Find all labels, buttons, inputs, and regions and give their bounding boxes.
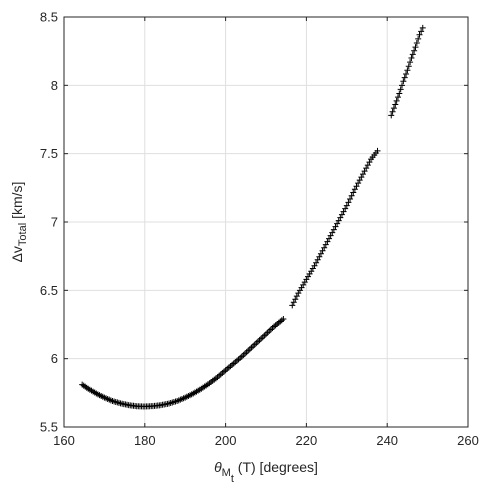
data-points xyxy=(79,24,426,410)
x-label-subsub: t xyxy=(231,473,234,485)
data-point xyxy=(338,211,345,218)
x-tick-label: 220 xyxy=(296,433,318,448)
data-point xyxy=(355,180,362,187)
data-point xyxy=(412,44,419,51)
y-tick-labels: 5.5 6 6.5 7 7.5 8 8.5 xyxy=(40,10,58,435)
data-point xyxy=(409,51,416,58)
data-point xyxy=(332,223,339,230)
data-point xyxy=(311,262,318,269)
y-tick-label: 8.5 xyxy=(40,10,58,25)
data-point xyxy=(289,302,296,309)
data-point xyxy=(394,94,401,101)
data-point xyxy=(317,250,324,257)
data-point xyxy=(416,31,423,38)
data-point xyxy=(403,70,410,77)
data-point xyxy=(405,63,412,70)
data-point xyxy=(392,101,399,108)
data-point xyxy=(351,186,358,193)
data-point xyxy=(390,105,397,112)
data-point xyxy=(407,59,414,66)
data-point xyxy=(363,165,370,172)
data-point xyxy=(418,28,425,35)
ticks xyxy=(63,16,469,428)
y-tick-label: 6.5 xyxy=(40,283,58,298)
data-point xyxy=(399,82,406,89)
data-point xyxy=(374,147,381,154)
data-point xyxy=(353,183,360,190)
data-point xyxy=(411,47,418,54)
y-label-sub: Total xyxy=(17,223,29,246)
data-point xyxy=(330,226,337,233)
data-point xyxy=(408,55,415,61)
x-label-rest: (T) [degrees] xyxy=(234,459,318,475)
data-point xyxy=(366,159,373,166)
y-tick-label: 7.5 xyxy=(40,146,58,161)
data-point xyxy=(364,162,371,169)
y-tick-label: 5.5 xyxy=(40,420,58,435)
y-label-rest: [km/s] xyxy=(9,182,25,223)
data-point xyxy=(350,189,357,196)
data-point xyxy=(347,196,354,203)
y-tick-label: 6 xyxy=(51,351,58,366)
data-point xyxy=(415,35,422,42)
data-point xyxy=(335,217,342,224)
data-point xyxy=(404,67,411,74)
y-tick-label: 8 xyxy=(51,78,58,93)
data-point xyxy=(313,259,320,266)
x-axis-label: θMt (T) [degrees] xyxy=(214,459,318,485)
x-tick-labels: 160 180 200 220 240 260 xyxy=(53,433,479,448)
y-label-main: Δv xyxy=(9,246,25,262)
x-tick-label: 240 xyxy=(376,433,398,448)
data-point xyxy=(361,168,368,175)
x-label-sub: M xyxy=(222,467,231,479)
data-point xyxy=(413,39,420,46)
grid xyxy=(63,16,469,428)
data-point xyxy=(356,177,363,184)
data-point xyxy=(389,108,396,115)
data-point xyxy=(290,299,297,306)
data-point xyxy=(319,247,326,254)
data-point xyxy=(337,214,344,221)
x-tick-label: 160 xyxy=(53,433,75,448)
data-point xyxy=(327,232,334,239)
data-point xyxy=(396,90,403,97)
data-point xyxy=(316,253,323,260)
data-point xyxy=(324,238,331,245)
data-point xyxy=(348,192,355,199)
data-point xyxy=(397,86,404,93)
data-point xyxy=(321,244,328,251)
data-point xyxy=(358,174,365,181)
data-point xyxy=(329,229,336,236)
data-point xyxy=(401,74,408,81)
x-tick-label: 180 xyxy=(134,433,156,448)
data-point xyxy=(393,97,400,104)
data-point xyxy=(400,78,407,85)
x-tick-label: 260 xyxy=(457,433,479,448)
x-tick-label: 200 xyxy=(215,433,237,448)
data-point xyxy=(322,241,329,248)
data-point xyxy=(419,24,426,31)
data-point xyxy=(326,235,333,242)
data-point xyxy=(280,316,287,323)
y-axis-label: ΔvTotal [km/s] xyxy=(9,182,29,263)
data-point xyxy=(342,205,349,212)
data-point xyxy=(340,208,347,215)
data-point xyxy=(359,171,366,178)
data-point xyxy=(343,202,350,209)
x-label-theta: θ xyxy=(214,459,222,475)
data-point xyxy=(345,199,352,206)
data-point xyxy=(292,296,299,303)
data-point xyxy=(293,293,300,300)
data-point xyxy=(314,256,321,263)
y-tick-label: 7 xyxy=(51,215,58,230)
data-point xyxy=(388,112,395,119)
data-point xyxy=(334,220,341,227)
